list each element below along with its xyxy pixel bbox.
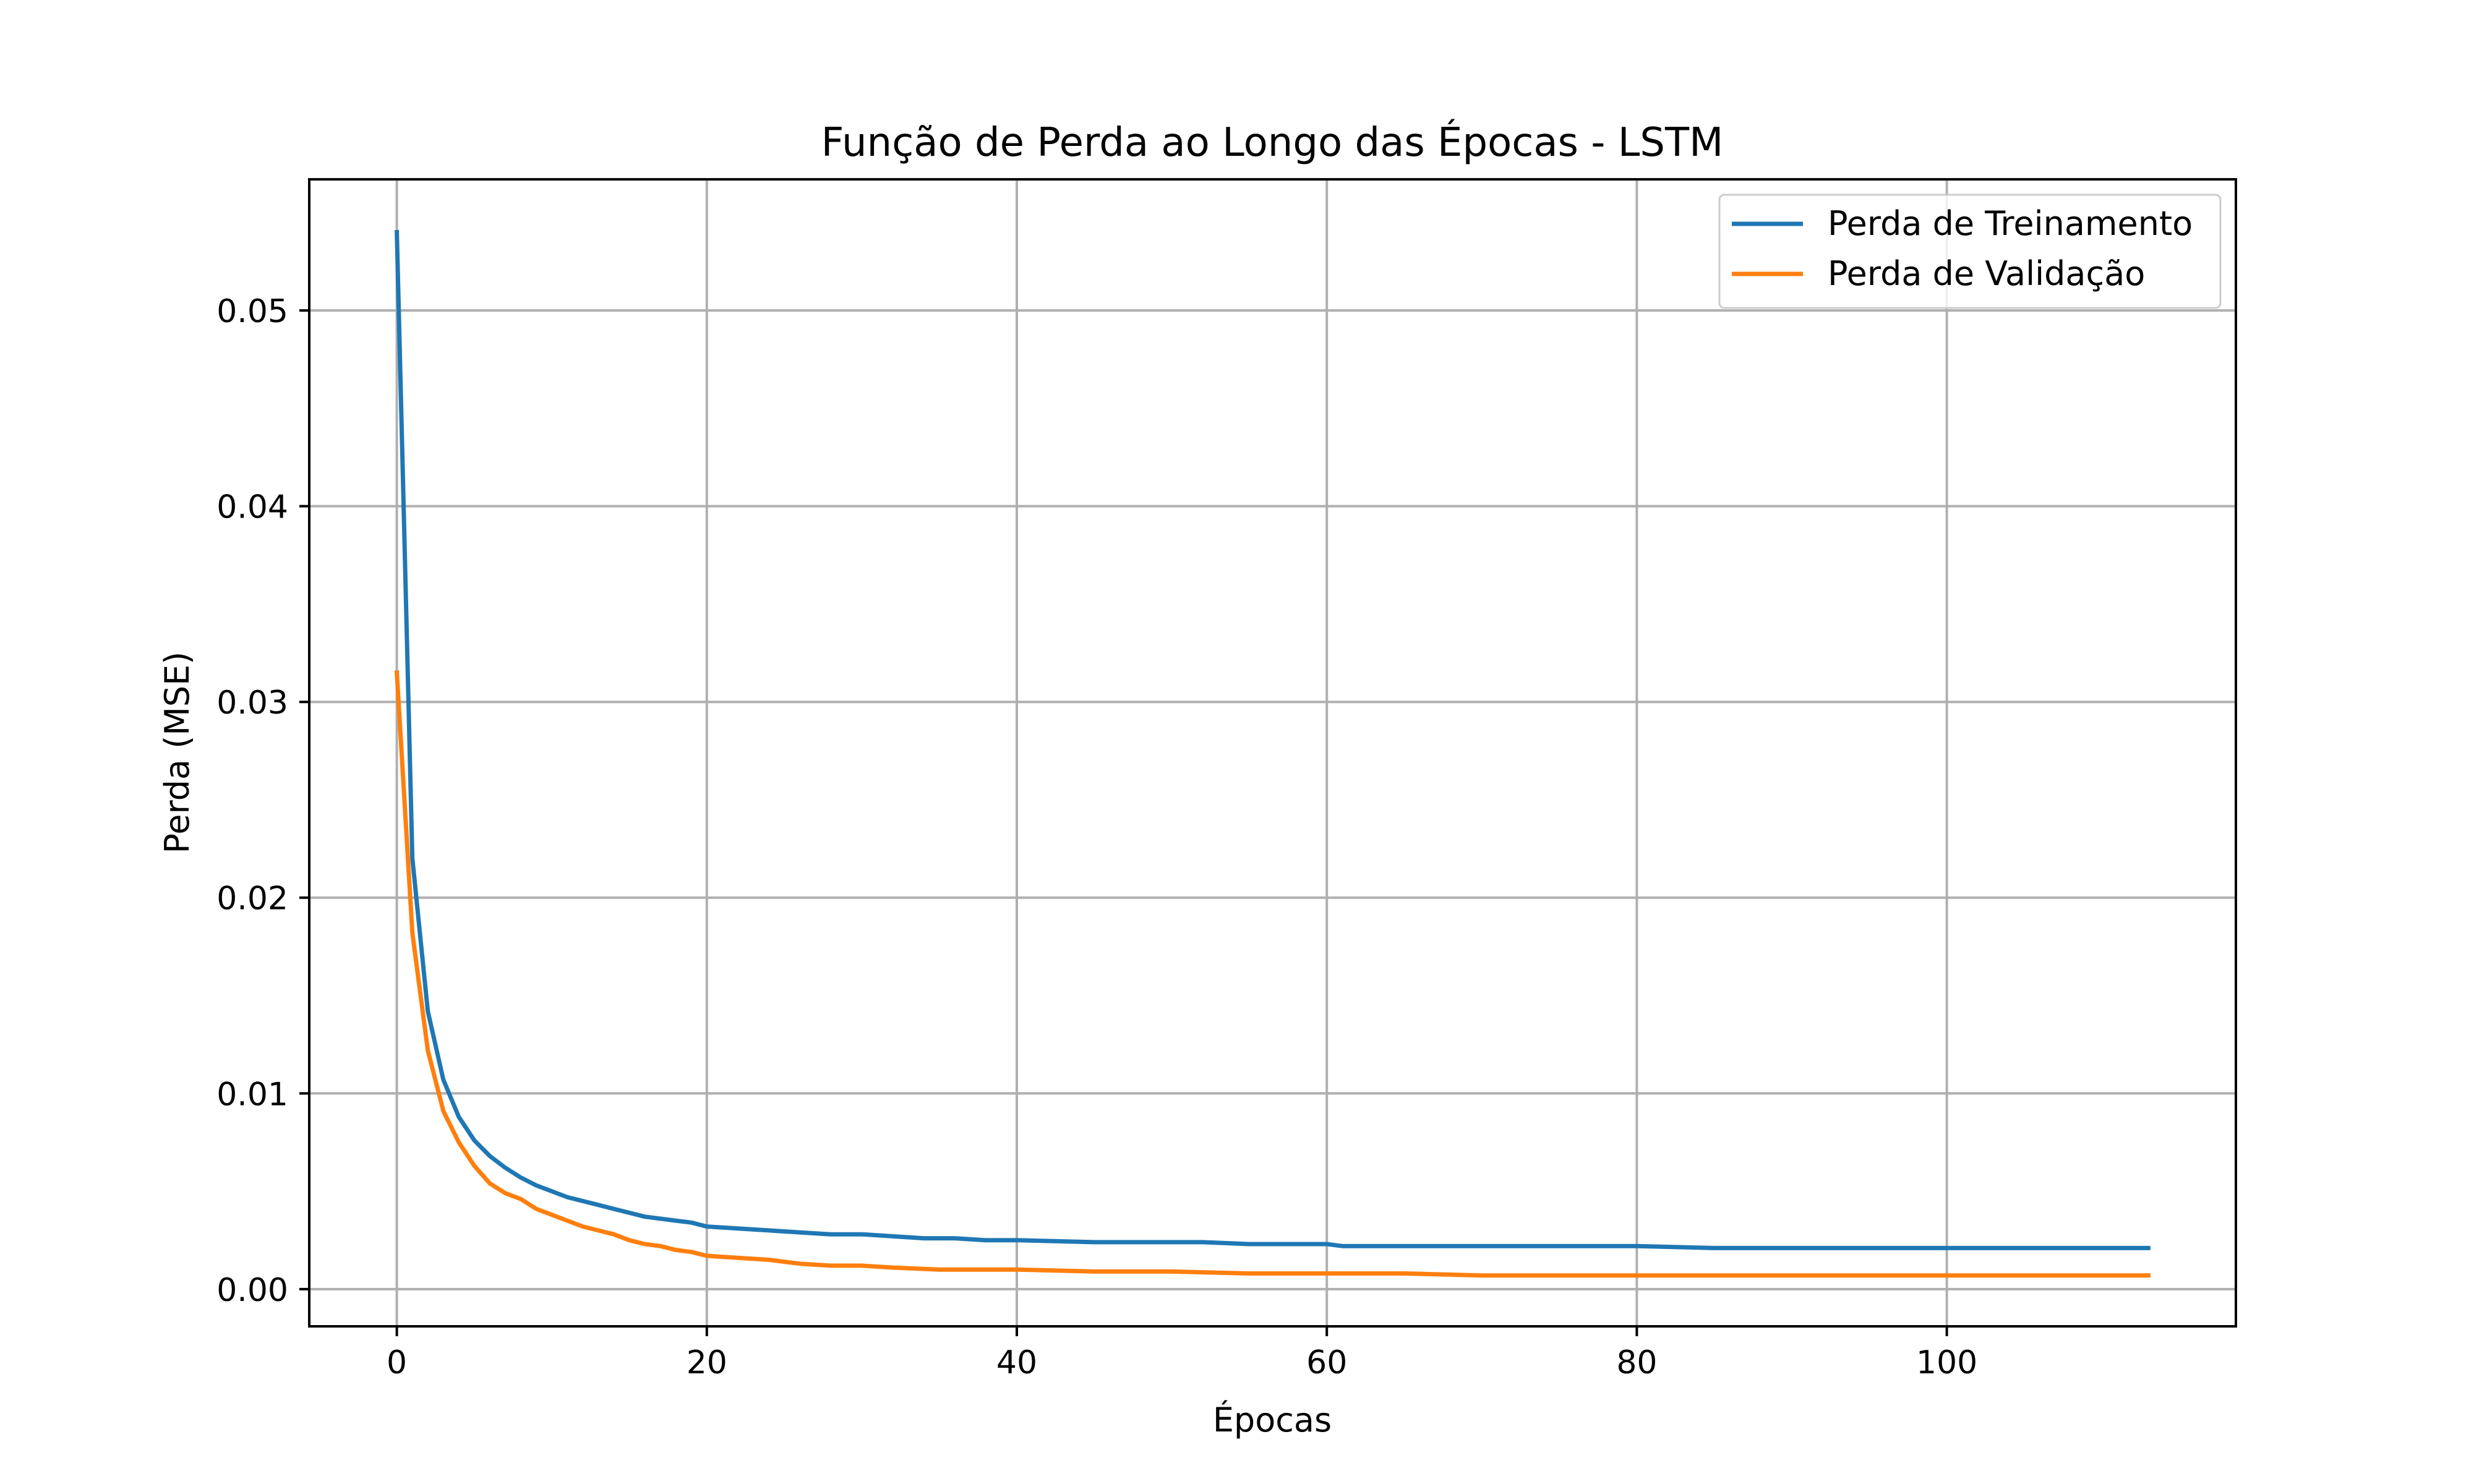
legend-label-training: Perda de Treinamento (1828, 204, 2193, 243)
y-tick-label: 0.00 (216, 1272, 288, 1309)
y-tick-label: 0.01 (216, 1076, 288, 1113)
x-axis-label: Épocas (1213, 1401, 1332, 1439)
x-tick-label: 80 (1616, 1344, 1657, 1381)
axis-ticks: 0 20 40 60 80 100 0.00 0.01 0.02 0.03 0.04 0.05 (216, 293, 1977, 1381)
plot-frame (308, 178, 2237, 1328)
series-lines (394, 229, 2151, 1278)
x-tick-label: 100 (1916, 1344, 1977, 1381)
x-tick-label: 0 (387, 1344, 407, 1381)
legend-box (1718, 194, 2222, 309)
series-line-validation (394, 670, 2151, 1278)
chart-title: Função de Perda ao Longo das Épocas - LS… (821, 119, 1724, 166)
y-tick-label: 0.02 (216, 881, 288, 918)
x-tick-label: 60 (1306, 1344, 1347, 1381)
series-line-training (395, 229, 2151, 1250)
y-tick-label: 0.03 (216, 684, 288, 722)
y-tick-label: 0.05 (216, 293, 288, 330)
legend-label-validation: Perda de Validação (1828, 254, 2145, 293)
y-axis-label: Perda (MSE) (158, 652, 197, 854)
grid-lines (309, 179, 2236, 1326)
legend: Perda de Treinamento Perda de Validação (1718, 194, 2222, 309)
x-tick-label: 20 (687, 1344, 727, 1381)
x-tick-label: 40 (996, 1344, 1037, 1381)
y-tick-label: 0.04 (216, 489, 288, 526)
